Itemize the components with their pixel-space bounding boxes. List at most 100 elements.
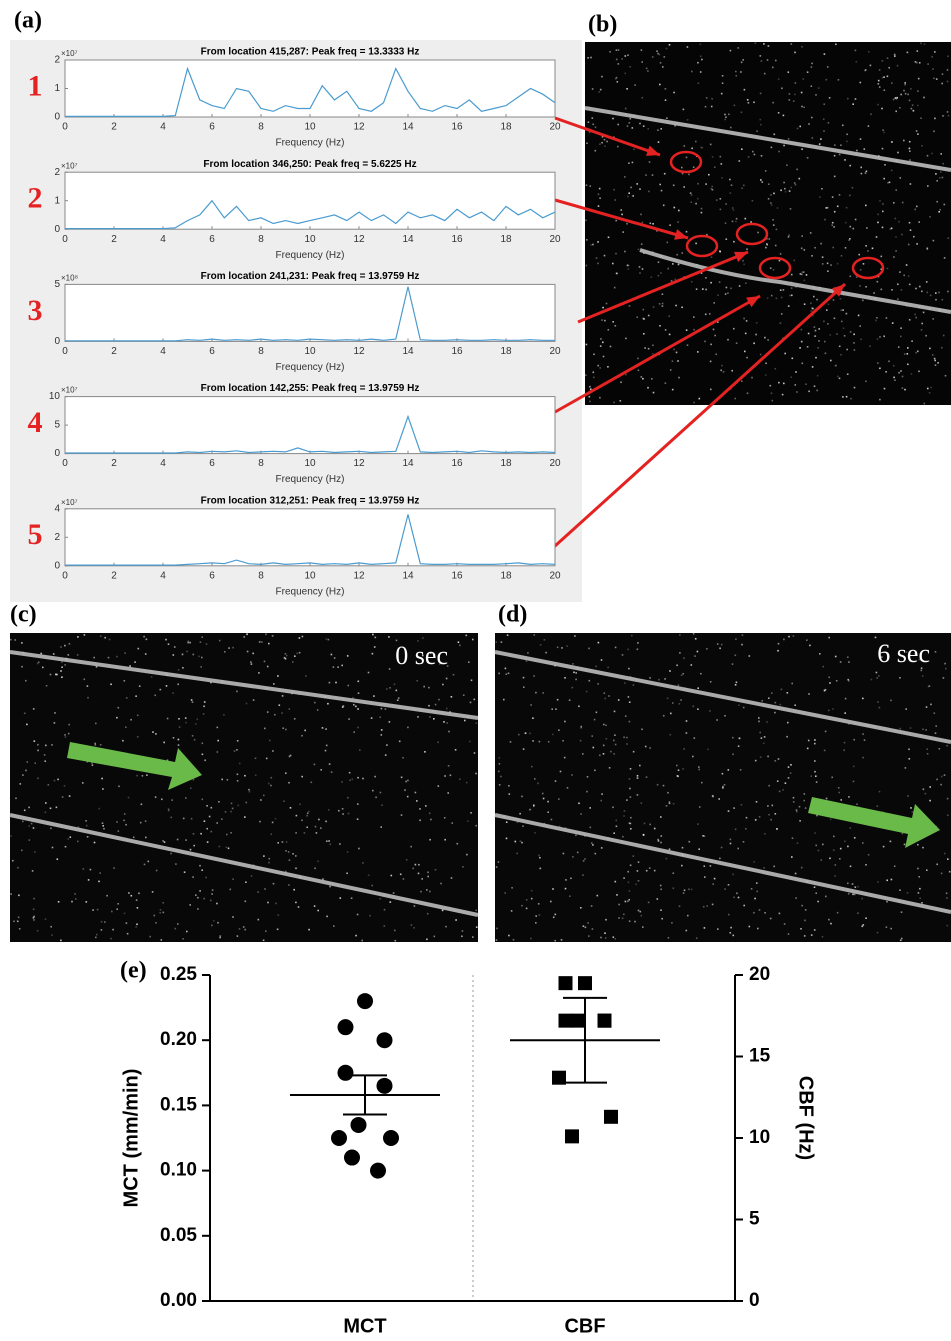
speckle <box>760 179 762 181</box>
speckle <box>737 848 739 850</box>
speckle <box>724 784 726 786</box>
speckle <box>739 285 741 287</box>
speckle <box>474 752 476 754</box>
speckle <box>775 760 777 762</box>
speckle <box>328 840 330 842</box>
speckle <box>197 897 199 899</box>
speckle <box>511 887 513 889</box>
speckle <box>92 764 94 766</box>
speckle <box>771 692 773 694</box>
speckle <box>648 348 650 350</box>
speckle <box>371 885 373 887</box>
speckle <box>829 334 831 336</box>
speckle <box>338 810 340 812</box>
speckle <box>864 148 866 150</box>
speckle <box>921 902 923 904</box>
speckle <box>649 161 651 163</box>
speckle <box>742 260 744 262</box>
speckle <box>450 775 452 777</box>
plot-title: From location 346,250: Peak freq = 5.622… <box>203 159 416 170</box>
speckle <box>826 309 828 311</box>
speckle <box>819 196 821 198</box>
speckle <box>335 682 337 684</box>
speckle <box>741 187 743 189</box>
y-tick-label: 0.10 <box>160 1160 197 1181</box>
speckle <box>711 106 713 108</box>
y-tick-label: 0.25 <box>160 964 197 985</box>
speckle <box>805 383 807 385</box>
speckle <box>372 790 374 792</box>
speckle <box>769 238 771 240</box>
speckle <box>317 709 319 711</box>
speckle <box>271 777 273 779</box>
speckle <box>756 891 758 893</box>
panel-c-image <box>10 633 478 942</box>
speckle <box>263 795 265 797</box>
speckle <box>353 731 355 733</box>
speckle <box>893 99 895 101</box>
speckle <box>781 313 783 315</box>
speckle <box>19 928 21 930</box>
speckle <box>657 129 659 131</box>
speckle <box>849 195 851 197</box>
speckle <box>691 889 693 891</box>
speckle <box>547 811 549 813</box>
speckle <box>622 836 624 838</box>
speckle <box>783 383 785 385</box>
speckle <box>818 328 820 330</box>
speckle <box>940 153 942 155</box>
speckle <box>778 382 780 384</box>
speckle <box>230 889 232 891</box>
speckle <box>840 310 842 312</box>
speckle <box>210 900 212 902</box>
speckle <box>917 868 919 870</box>
speckle <box>98 881 100 883</box>
speckle <box>836 333 838 335</box>
speckle <box>815 330 817 332</box>
speckle <box>595 150 597 152</box>
speckle <box>739 160 741 162</box>
x-tick-label: 14 <box>402 570 414 581</box>
speckle <box>423 686 425 688</box>
speckle <box>629 778 631 780</box>
speckle <box>823 130 825 132</box>
speckle <box>596 712 598 714</box>
speckle <box>438 785 440 787</box>
speckle <box>145 837 147 839</box>
speckle <box>299 637 301 639</box>
speckle <box>633 149 635 151</box>
speckle <box>558 729 560 731</box>
data-dot <box>383 1130 399 1146</box>
speckle <box>844 335 846 337</box>
speckle <box>232 916 234 918</box>
speckle <box>601 76 603 78</box>
speckle <box>617 124 619 126</box>
speckle <box>509 793 511 795</box>
speckle <box>756 130 758 132</box>
speckle <box>642 378 644 380</box>
speckle <box>897 65 899 67</box>
speckle <box>812 137 814 139</box>
speckle <box>701 208 703 210</box>
speckle <box>381 804 383 806</box>
speckle <box>814 247 816 249</box>
speckle <box>318 819 320 821</box>
speckle <box>440 883 442 885</box>
speckle <box>373 695 375 697</box>
speckle <box>308 811 310 813</box>
speckle <box>277 675 279 677</box>
speckle <box>455 749 457 751</box>
speckle <box>173 737 175 739</box>
speckle <box>898 346 900 348</box>
speckle <box>472 936 474 938</box>
speckle <box>748 156 750 158</box>
speckle <box>60 940 62 942</box>
speckle <box>77 654 79 656</box>
speckle <box>902 387 904 389</box>
speckle <box>736 218 738 220</box>
speckle <box>246 703 248 705</box>
speckle <box>658 141 660 143</box>
speckle <box>40 653 42 655</box>
speckle <box>64 645 66 647</box>
speckle <box>191 818 193 820</box>
